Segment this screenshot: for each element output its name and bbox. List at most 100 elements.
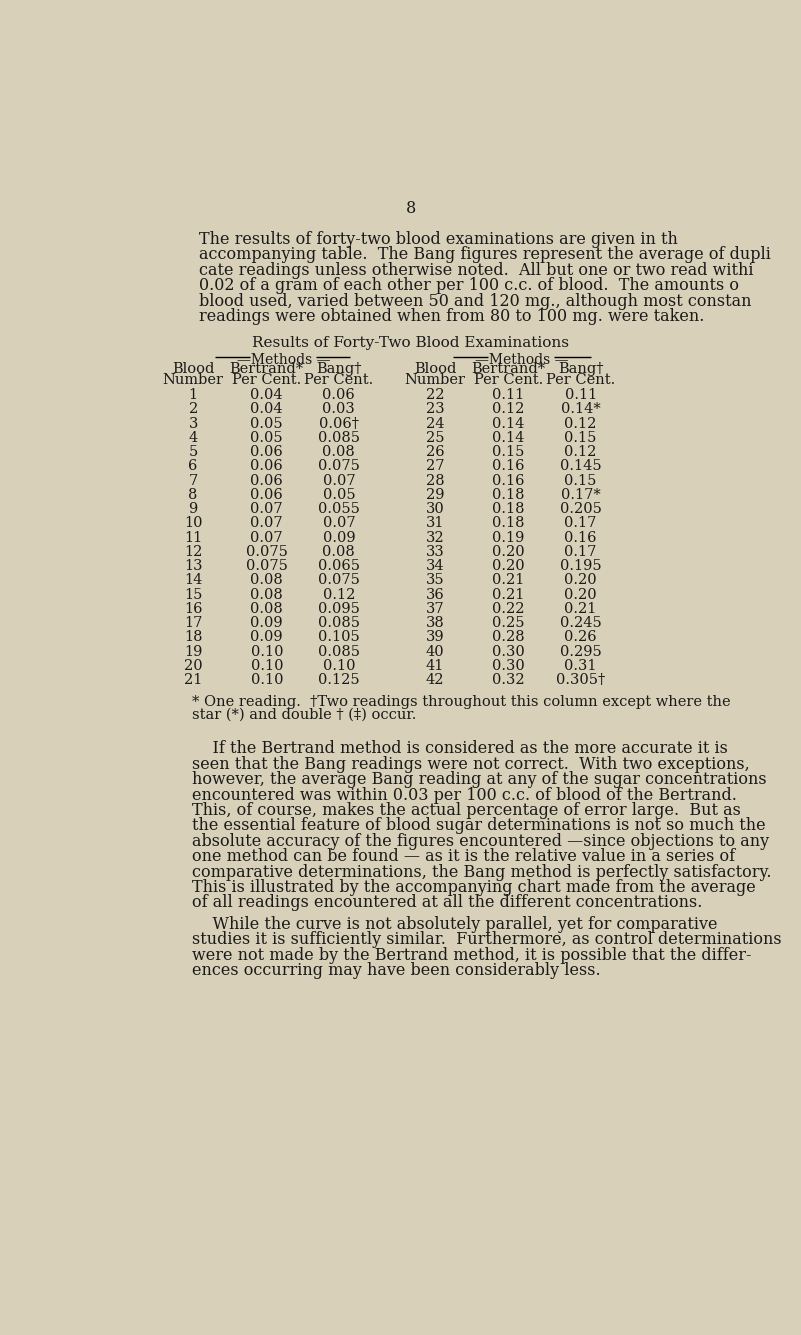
Text: 0.145: 0.145 — [560, 459, 602, 474]
Text: 15: 15 — [184, 587, 203, 602]
Text: encountered was within 0.03 per 100 c.c. of blood of the Bertrand.: encountered was within 0.03 per 100 c.c.… — [191, 786, 736, 804]
Text: 0.09: 0.09 — [323, 530, 355, 545]
Text: 0.02 of a gram of each other per 100 c.c. of blood.  The amounts o: 0.02 of a gram of each other per 100 c.c… — [199, 278, 739, 294]
Text: 29: 29 — [425, 487, 445, 502]
Text: 0.20: 0.20 — [493, 545, 525, 559]
Text: 4: 4 — [188, 431, 198, 445]
Text: 25: 25 — [425, 431, 445, 445]
Text: 0.06: 0.06 — [251, 487, 283, 502]
Text: accompanying table.  The Bang figures represent the average of dupli: accompanying table. The Bang figures rep… — [199, 247, 771, 263]
Text: 0.08: 0.08 — [251, 602, 283, 615]
Text: 24: 24 — [425, 417, 445, 431]
Text: absolute accuracy of the figures encountered —since objections to any: absolute accuracy of the figures encount… — [191, 833, 769, 850]
Text: 0.14: 0.14 — [493, 431, 525, 445]
Text: Per Cent.: Per Cent. — [474, 374, 543, 387]
Text: 0.04: 0.04 — [251, 402, 283, 417]
Text: Bertrand*: Bertrand* — [472, 362, 545, 376]
Text: 0.21: 0.21 — [493, 587, 525, 602]
Text: 0.11: 0.11 — [565, 388, 597, 402]
Text: 33: 33 — [425, 545, 445, 559]
Text: 0.075: 0.075 — [318, 573, 360, 587]
Text: 0.085: 0.085 — [318, 431, 360, 445]
Text: 34: 34 — [425, 559, 445, 573]
Text: 30: 30 — [425, 502, 445, 517]
Text: 0.085: 0.085 — [318, 615, 360, 630]
Text: 0.195: 0.195 — [560, 559, 602, 573]
Text: 0.06: 0.06 — [251, 445, 283, 459]
Text: 0.08: 0.08 — [323, 545, 355, 559]
Text: 13: 13 — [184, 559, 203, 573]
Text: 0.305†: 0.305† — [556, 673, 606, 688]
Text: 0.125: 0.125 — [318, 673, 360, 688]
Text: 0.09: 0.09 — [251, 630, 283, 645]
Text: 5: 5 — [188, 445, 198, 459]
Text: 0.055: 0.055 — [318, 502, 360, 517]
Text: The results of forty-two blood examinations are given in th: The results of forty-two blood examinati… — [199, 231, 678, 248]
Text: of all readings encountered at all the different concentrations.: of all readings encountered at all the d… — [191, 894, 702, 912]
Text: 0.05: 0.05 — [251, 417, 283, 431]
Text: 0.075: 0.075 — [246, 545, 288, 559]
Text: however, the average Bang reading at any of the sugar concentrations: however, the average Bang reading at any… — [191, 772, 767, 788]
Text: 18: 18 — [184, 630, 203, 645]
Text: * One reading.  †Two readings throughout this column except where the: * One reading. †Two readings throughout … — [191, 696, 731, 709]
Text: 9: 9 — [188, 502, 198, 517]
Text: Number: Number — [405, 374, 465, 387]
Text: studies it is sufficiently similar.  Furthermore, as control determinations: studies it is sufficiently similar. Furt… — [191, 932, 781, 948]
Text: Blood: Blood — [172, 362, 215, 376]
Text: 28: 28 — [425, 474, 445, 487]
Text: 0.15: 0.15 — [493, 445, 525, 459]
Text: 0.245: 0.245 — [560, 615, 602, 630]
Text: 0.18: 0.18 — [493, 517, 525, 530]
Text: Blood: Blood — [414, 362, 456, 376]
Text: If the Bertrand method is considered as the more accurate it is: If the Bertrand method is considered as … — [191, 741, 727, 757]
Text: 14: 14 — [184, 573, 203, 587]
Text: 0.10: 0.10 — [251, 645, 283, 658]
Text: 0.085: 0.085 — [318, 645, 360, 658]
Text: 0.32: 0.32 — [493, 673, 525, 688]
Text: 0.12: 0.12 — [565, 417, 597, 431]
Text: 0.07: 0.07 — [251, 517, 283, 530]
Text: Results of Forty-Two Blood Examinations: Results of Forty-Two Blood Examinations — [252, 336, 570, 350]
Text: —Methods —: —Methods — — [237, 354, 331, 367]
Text: 0.05: 0.05 — [251, 431, 283, 445]
Text: 0.205: 0.205 — [560, 502, 602, 517]
Text: 42: 42 — [425, 673, 445, 688]
Text: 0.07: 0.07 — [251, 502, 283, 517]
Text: 32: 32 — [425, 530, 445, 545]
Text: 0.10: 0.10 — [323, 658, 355, 673]
Text: 0.20: 0.20 — [565, 587, 597, 602]
Text: 35: 35 — [425, 573, 445, 587]
Text: 0.26: 0.26 — [565, 630, 597, 645]
Text: 0.09: 0.09 — [251, 615, 283, 630]
Text: 0.15: 0.15 — [565, 431, 597, 445]
Text: 0.105: 0.105 — [318, 630, 360, 645]
Text: cate readings unless otherwise noted.  All but one or two read withi: cate readings unless otherwise noted. Al… — [199, 262, 754, 279]
Text: Per Cent.: Per Cent. — [304, 374, 373, 387]
Text: This is illustrated by the accompanying chart made from the average: This is illustrated by the accompanying … — [191, 878, 755, 896]
Text: 39: 39 — [425, 630, 445, 645]
Text: 0.21: 0.21 — [565, 602, 597, 615]
Text: 0.11: 0.11 — [493, 388, 525, 402]
Text: This, of course, makes the actual percentage of error large.  But as: This, of course, makes the actual percen… — [191, 802, 740, 818]
Text: readings were obtained when from 80 to 100 mg. were taken.: readings were obtained when from 80 to 1… — [199, 308, 705, 324]
Text: 0.08: 0.08 — [323, 445, 355, 459]
Text: 20: 20 — [183, 658, 203, 673]
Text: 0.25: 0.25 — [493, 615, 525, 630]
Text: 0.31: 0.31 — [565, 658, 597, 673]
Text: 21: 21 — [184, 673, 203, 688]
Text: star (*) and double † (‡) occur.: star (*) and double † (‡) occur. — [191, 708, 416, 722]
Text: 0.03: 0.03 — [323, 402, 355, 417]
Text: 37: 37 — [425, 602, 445, 615]
Text: 17: 17 — [184, 615, 203, 630]
Text: 11: 11 — [184, 530, 202, 545]
Text: 0.06†: 0.06† — [319, 417, 359, 431]
Text: 0.17: 0.17 — [565, 545, 597, 559]
Text: 0.18: 0.18 — [493, 502, 525, 517]
Text: were not made by the Bertrand method, it is possible that the differ-: were not made by the Bertrand method, it… — [191, 947, 751, 964]
Text: 26: 26 — [425, 445, 445, 459]
Text: 0.06: 0.06 — [251, 459, 283, 474]
Text: 0.22: 0.22 — [493, 602, 525, 615]
Text: 0.16: 0.16 — [493, 474, 525, 487]
Text: one method can be found — as it is the relative value in a series of: one method can be found — as it is the r… — [191, 848, 735, 865]
Text: Number: Number — [163, 374, 223, 387]
